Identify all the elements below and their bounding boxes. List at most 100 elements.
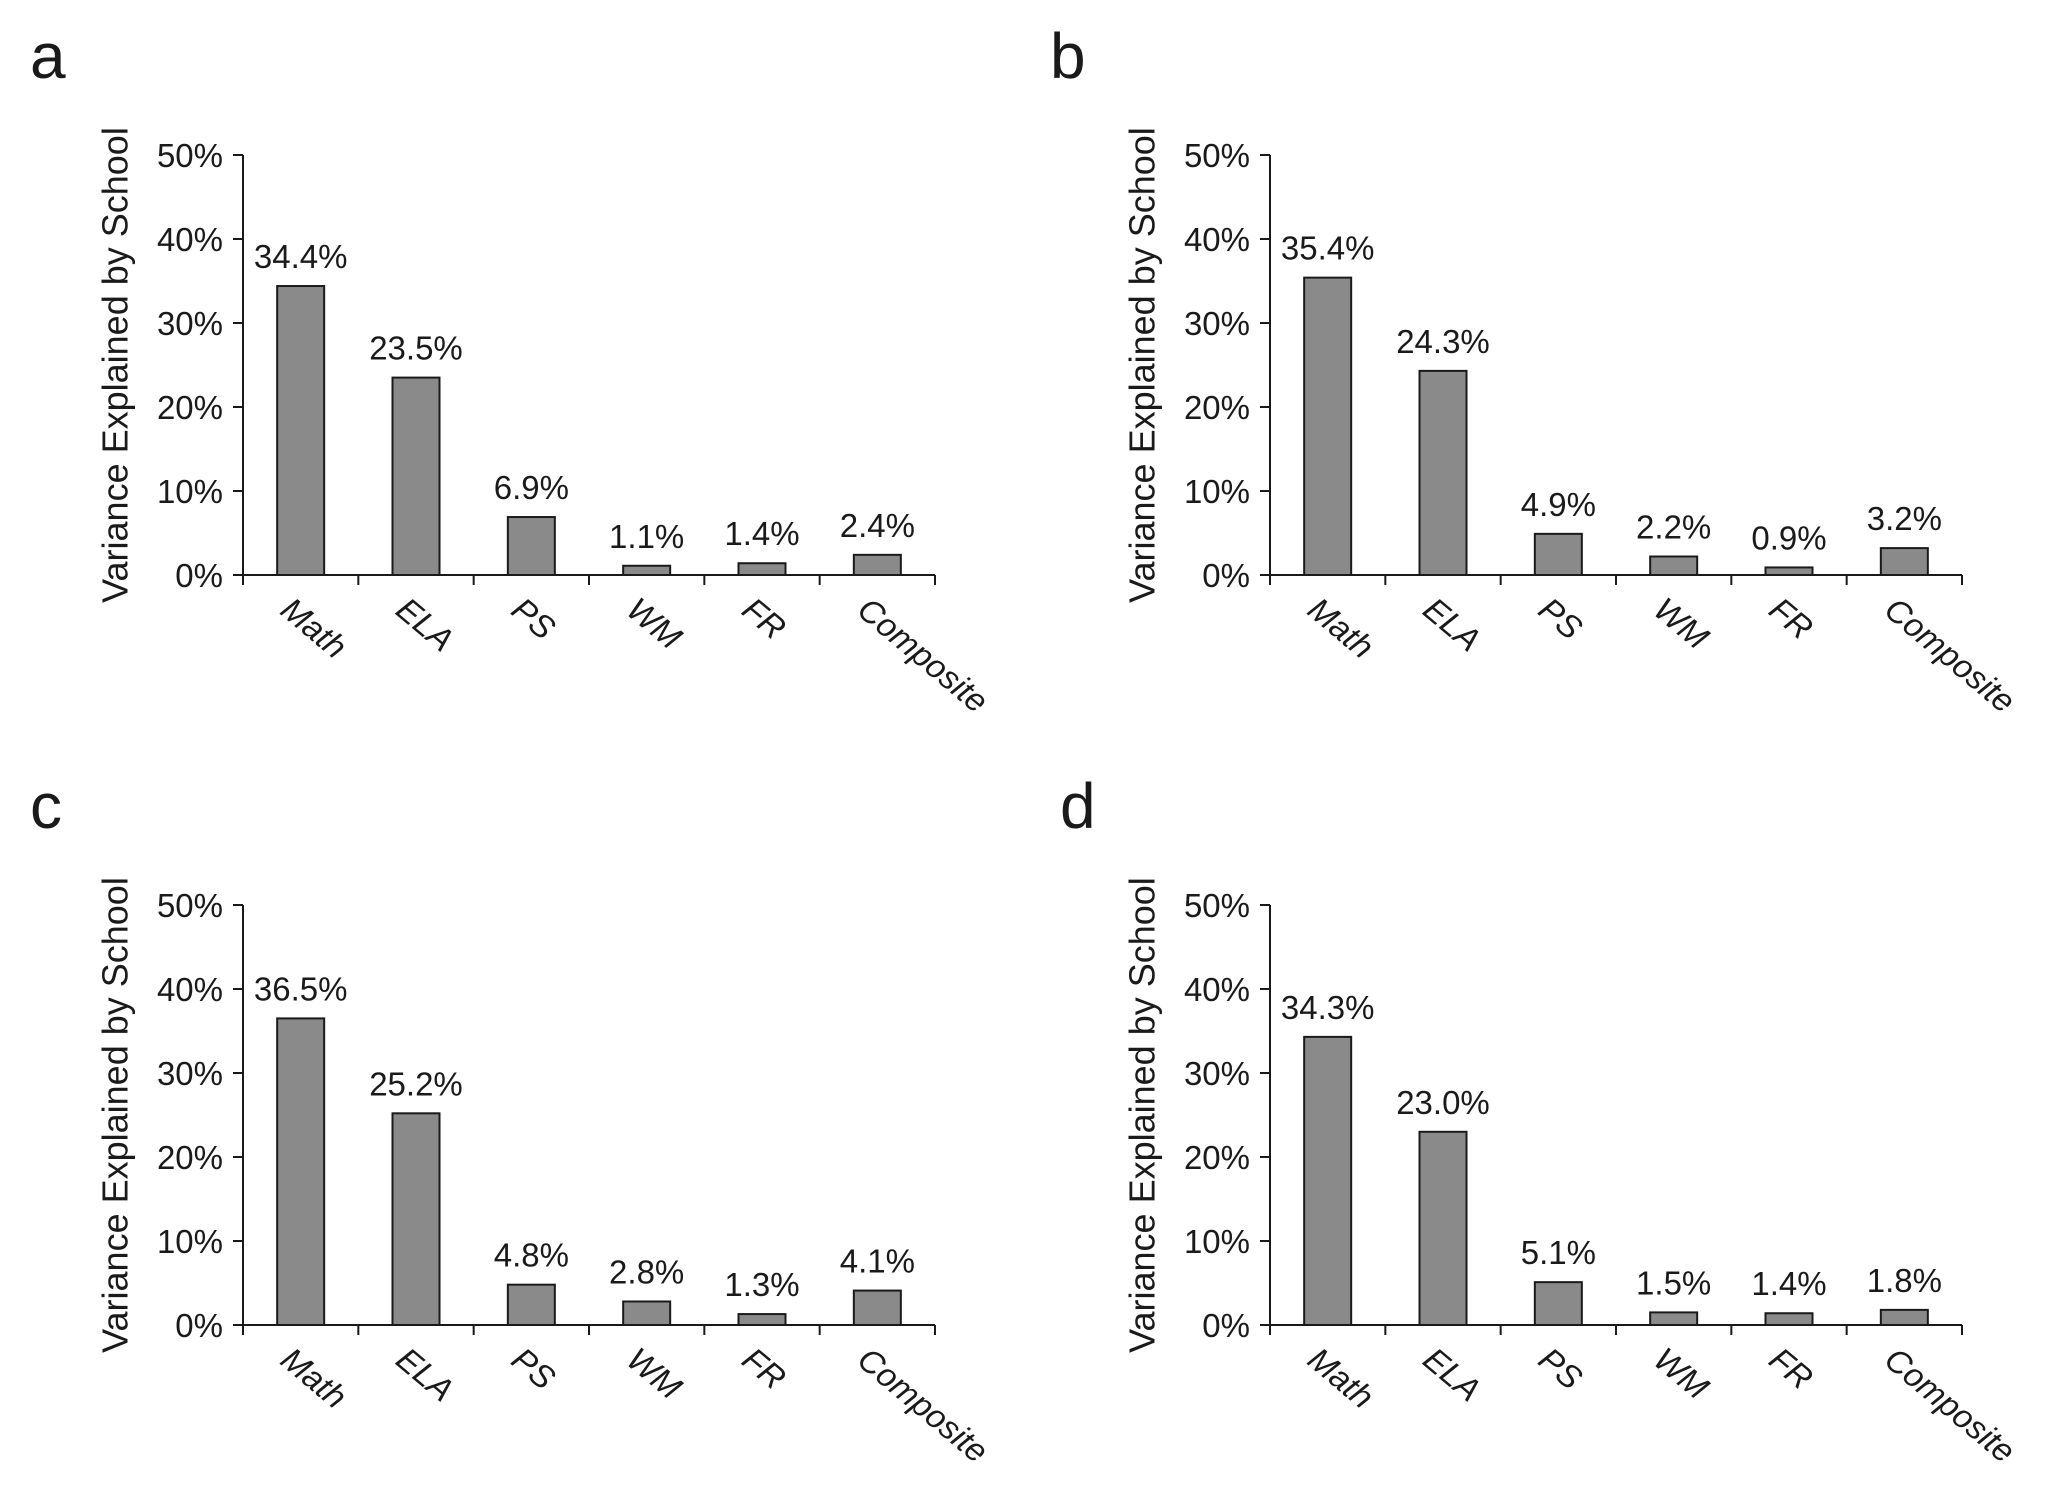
chart-panel-a: a 0% 10% 20% 30% 40% 50% Variance Explained by …: [30, 20, 995, 720]
y-tick-label: 30%: [157, 1055, 223, 1092]
y-tick-label: 20%: [1184, 1139, 1250, 1176]
bar-fr: [737, 1313, 787, 1326]
y-tick-label: 10%: [157, 1223, 223, 1260]
bar-ps: [1533, 532, 1583, 577]
bar-math: [276, 1017, 326, 1327]
data-label: 34.4%: [254, 238, 348, 275]
data-label: 4.9%: [1521, 486, 1596, 523]
data-label: 23.0%: [1396, 1084, 1490, 1121]
y-tick-label: 30%: [1184, 305, 1250, 342]
y-tick-label: 0%: [175, 1307, 223, 1344]
bar-ela: [1418, 1130, 1468, 1327]
data-label: 23.5%: [369, 330, 463, 367]
data-label: 25.2%: [369, 1065, 463, 1102]
bar-ela: [391, 1112, 441, 1326]
x-category-label: Math: [274, 1340, 354, 1416]
data-label: 1.3%: [724, 1266, 799, 1303]
bar-math: [1303, 276, 1353, 576]
y-axis-title: Variance Explained by School: [95, 877, 136, 1353]
bar-ps: [1533, 1281, 1583, 1327]
bar-composite: [852, 553, 902, 577]
y-tick-label: 20%: [157, 389, 223, 426]
data-label: 1.4%: [1751, 1265, 1826, 1302]
data-label: 3.2%: [1867, 500, 1942, 537]
data-label: 2.8%: [609, 1253, 684, 1290]
bar-fr: [737, 562, 787, 576]
bar-ps: [506, 516, 556, 576]
y-tick-label: 40%: [157, 221, 223, 258]
y-tick-label: 30%: [1184, 1055, 1250, 1092]
y-axis-title: Variance Explained by School: [1122, 127, 1163, 603]
bar-fr: [1764, 1312, 1814, 1326]
x-category-label: Composite: [851, 1340, 996, 1470]
bar-wm: [622, 1300, 672, 1326]
data-label: 6.9%: [494, 469, 569, 506]
chart-panel-c: c 0% 10% 20% 30% 40% 50% Variance Explained by …: [30, 770, 995, 1470]
x-category-label: PS: [505, 590, 563, 647]
x-category-label: FR: [736, 590, 793, 647]
panel-letter: c: [30, 770, 62, 842]
data-label: 5.1%: [1521, 1234, 1596, 1271]
x-category-label: WM: [1647, 1340, 1716, 1406]
y-tick-label: 10%: [1184, 1223, 1250, 1260]
y-axis-title: Variance Explained by School: [95, 127, 136, 603]
bar-composite: [852, 1289, 902, 1327]
y-tick-label: 0%: [1202, 1307, 1250, 1344]
x-category-label: ELA: [390, 590, 462, 658]
x-category-label: WM: [620, 590, 689, 656]
x-category-label: Composite: [1878, 590, 2023, 720]
chart-panel-d: d 0% 10% 20% 30% 40% 50% Variance Explained by …: [1060, 770, 2022, 1470]
data-label: 34.3%: [1281, 989, 1375, 1026]
bar-wm: [1649, 1311, 1699, 1327]
x-category-label: Math: [274, 590, 354, 666]
data-label: 36.5%: [254, 970, 348, 1007]
y-tick-label: 10%: [157, 473, 223, 510]
data-label: 2.2%: [1636, 509, 1711, 546]
x-category-label: Math: [1301, 590, 1381, 666]
data-label: 2.4%: [840, 507, 915, 544]
bar-ps: [506, 1283, 556, 1327]
x-category-label: Composite: [851, 590, 996, 720]
y-tick-label: 50%: [1184, 137, 1250, 174]
y-tick-label: 50%: [157, 887, 223, 924]
y-tick-label: 40%: [157, 971, 223, 1008]
bar-composite: [1879, 547, 1929, 576]
data-label: 35.4%: [1281, 230, 1375, 267]
panel-letter: b: [1050, 20, 1086, 92]
data-label: 24.3%: [1396, 323, 1490, 360]
bar-math: [1303, 1035, 1353, 1326]
data-label: 0.9%: [1751, 519, 1826, 556]
x-category-label: WM: [620, 1340, 689, 1406]
x-category-label: WM: [1647, 590, 1716, 656]
bar-wm: [622, 564, 672, 577]
x-category-label: PS: [1532, 590, 1590, 647]
panel-letter: a: [30, 20, 66, 92]
bar-fr: [1764, 566, 1814, 577]
data-label: 4.8%: [494, 1237, 569, 1274]
y-tick-label: 40%: [1184, 971, 1250, 1008]
x-category-label: PS: [505, 1340, 563, 1397]
data-label: 4.1%: [840, 1243, 915, 1280]
data-label: 1.4%: [724, 515, 799, 552]
x-category-label: ELA: [1417, 590, 1489, 658]
chart-panel-b: b 0% 10% 20% 30% 40% 50% Variance Explained by …: [1050, 20, 2022, 720]
y-tick-label: 40%: [1184, 221, 1250, 258]
x-category-label: Composite: [1878, 1340, 2023, 1470]
data-label: 1.8%: [1867, 1262, 1942, 1299]
bar-ela: [391, 376, 441, 576]
x-category-label: FR: [1763, 590, 1820, 647]
panel-letter: d: [1060, 770, 1096, 842]
bar-wm: [1649, 555, 1699, 577]
x-category-label: FR: [736, 1340, 793, 1397]
y-tick-label: 50%: [1184, 887, 1250, 924]
y-tick-label: 50%: [157, 137, 223, 174]
data-label: 1.1%: [609, 518, 684, 555]
y-tick-label: 0%: [1202, 557, 1250, 594]
y-tick-label: 0%: [175, 557, 223, 594]
bar-ela: [1418, 369, 1468, 576]
x-category-label: ELA: [1417, 1340, 1489, 1408]
x-category-label: PS: [1532, 1340, 1590, 1397]
y-tick-label: 10%: [1184, 473, 1250, 510]
data-label: 1.5%: [1636, 1264, 1711, 1301]
